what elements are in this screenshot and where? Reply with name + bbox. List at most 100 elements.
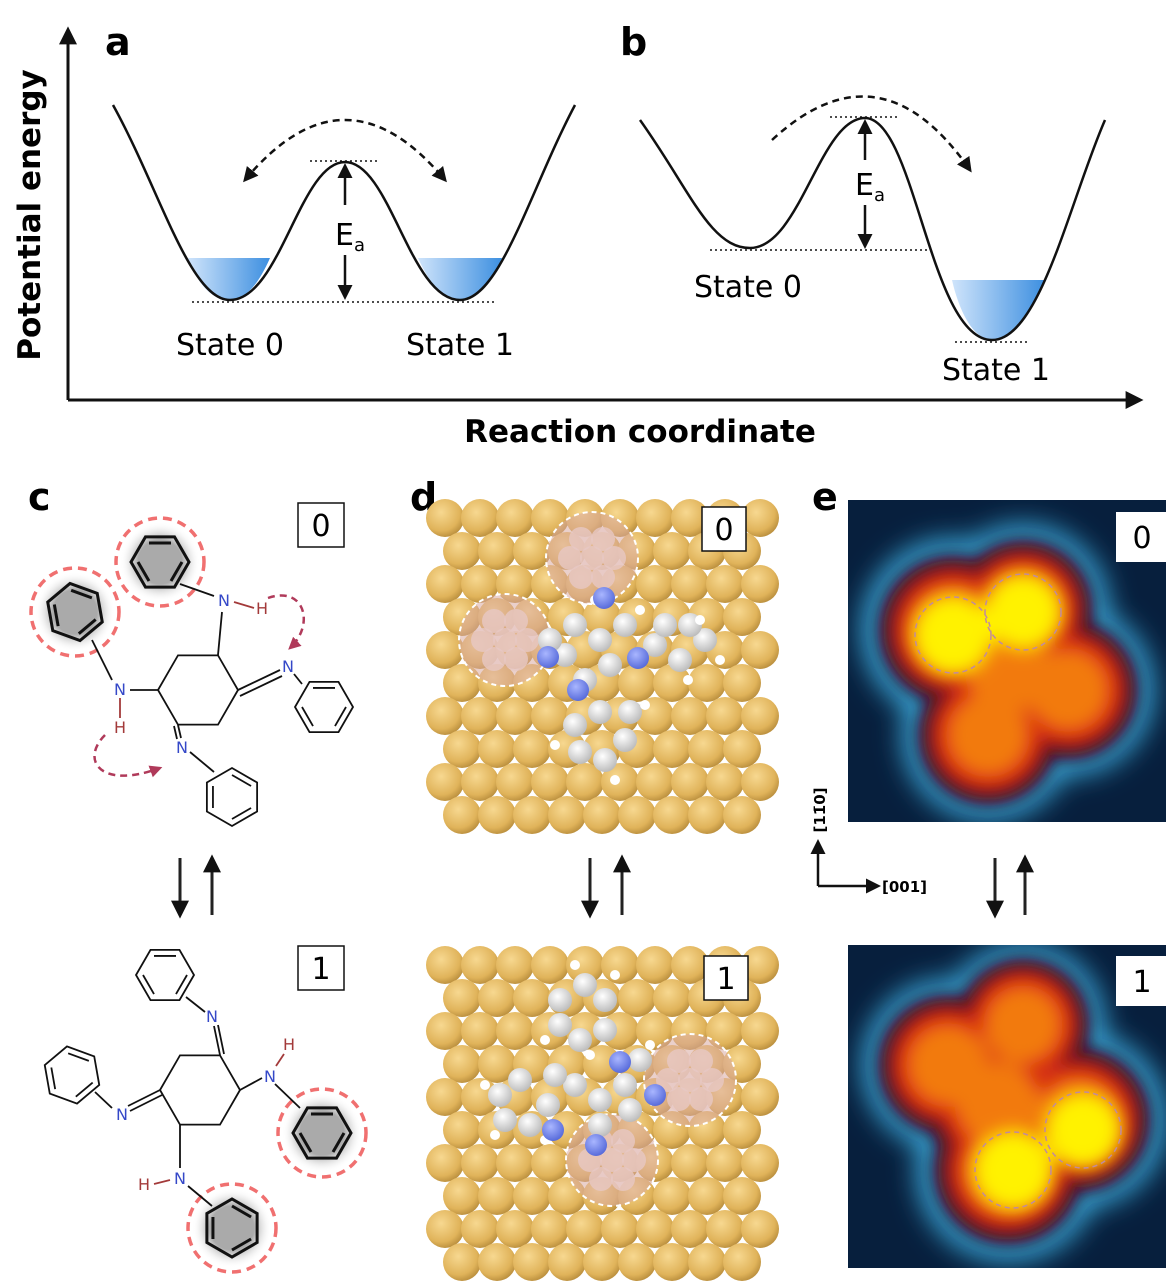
stm-bright (913, 595, 993, 675)
c-atom (588, 1113, 612, 1137)
h-atom (540, 1035, 550, 1045)
surface-atom (741, 697, 779, 735)
c-atom (588, 700, 612, 724)
box-label: 1 (1132, 965, 1151, 1000)
h-atom (678, 1068, 702, 1092)
c-atom (618, 1098, 642, 1122)
surface-atom (741, 1144, 779, 1182)
surface-atom (513, 730, 551, 768)
n-atom (585, 1134, 607, 1156)
h-atom (610, 775, 620, 785)
surface-atom (426, 697, 464, 735)
atom-label: H (283, 1035, 295, 1054)
surface-atom (671, 763, 709, 801)
surface-atom (688, 730, 726, 768)
surface-atom (461, 697, 499, 735)
surface-atom (443, 1243, 481, 1281)
double-bond (51, 1067, 55, 1089)
c-atom (488, 1083, 512, 1107)
surface-atom (531, 763, 569, 801)
c-atom (588, 628, 612, 652)
surface-atom (461, 1012, 499, 1050)
stm-lobe (983, 985, 1062, 1064)
surface-atom (723, 730, 761, 768)
c-atom (593, 988, 617, 1012)
ea: E (335, 218, 354, 253)
surface-atom (741, 1012, 779, 1050)
state-box: 0 (298, 503, 344, 547)
surface-atom (601, 1210, 639, 1248)
surface-atom (741, 763, 779, 801)
c-atom (613, 728, 637, 752)
direction-label: [001] (882, 878, 927, 896)
n-atom (644, 1084, 666, 1106)
n-atom (537, 646, 559, 668)
bond (190, 752, 214, 772)
direction-label: [11̄0] (811, 787, 829, 832)
surface-atom (426, 1078, 464, 1116)
surface-atom (583, 1243, 621, 1281)
surface-atom (461, 499, 499, 537)
atom-label: H (114, 718, 126, 737)
surface-atom (706, 763, 744, 801)
barrier-label: Ea (335, 218, 365, 256)
state-box: 1 (704, 956, 748, 1000)
surface-atom (636, 946, 674, 984)
h-atom (640, 700, 650, 710)
c-atom (563, 713, 587, 737)
surface-atom (426, 946, 464, 984)
box-label: 0 (714, 513, 733, 548)
n-atom (542, 1119, 564, 1141)
bond (294, 674, 302, 684)
box-label: 0 (311, 509, 330, 544)
surface-atom (478, 1243, 516, 1281)
surface-atom (461, 946, 499, 984)
surface-atom (443, 1045, 481, 1083)
h-atom (695, 615, 705, 625)
c-atom (518, 1113, 542, 1137)
state-label: State 0 (694, 270, 802, 305)
surface-atom (443, 1111, 481, 1149)
surface-atom (671, 565, 709, 603)
central-ring (158, 655, 238, 724)
surface-atom (653, 1177, 691, 1215)
bond (240, 1078, 262, 1090)
surface-atom (531, 946, 569, 984)
surface-atom (443, 532, 481, 570)
atom-label: H (256, 599, 268, 618)
surface-atom (426, 499, 464, 537)
h-atom (580, 546, 604, 570)
atom-label: N (282, 657, 294, 676)
surface-atom (723, 796, 761, 834)
double-bond (68, 1053, 89, 1061)
surface-atom (653, 730, 691, 768)
surface-atom (496, 1144, 534, 1182)
y-axis-label: Potential energy (12, 69, 48, 361)
surface-atom (688, 1243, 726, 1281)
panel-label: b (620, 20, 647, 64)
surface-atom (671, 1210, 709, 1248)
surface-atom (478, 730, 516, 768)
surface-atom (513, 532, 551, 570)
surface-atom (496, 499, 534, 537)
surface-atom (461, 1210, 499, 1248)
surface-atom (723, 664, 761, 702)
surface-atom (688, 796, 726, 834)
n-atom (593, 587, 615, 609)
c-atom (573, 973, 597, 997)
atom-label: N (264, 1067, 276, 1086)
surface-atom (478, 979, 516, 1017)
bond (234, 602, 254, 608)
surface-atom (618, 979, 656, 1017)
panel-label: e (812, 475, 838, 519)
h-atom (683, 675, 693, 685)
ea: E (855, 168, 874, 203)
surface-atom (741, 565, 779, 603)
surface-atom (513, 1177, 551, 1215)
surface-atom (636, 763, 674, 801)
surface-atom (426, 763, 464, 801)
panel-d (426, 499, 779, 1281)
surface-atom (688, 664, 726, 702)
surface-atom (706, 1144, 744, 1182)
h-atom (493, 628, 517, 652)
